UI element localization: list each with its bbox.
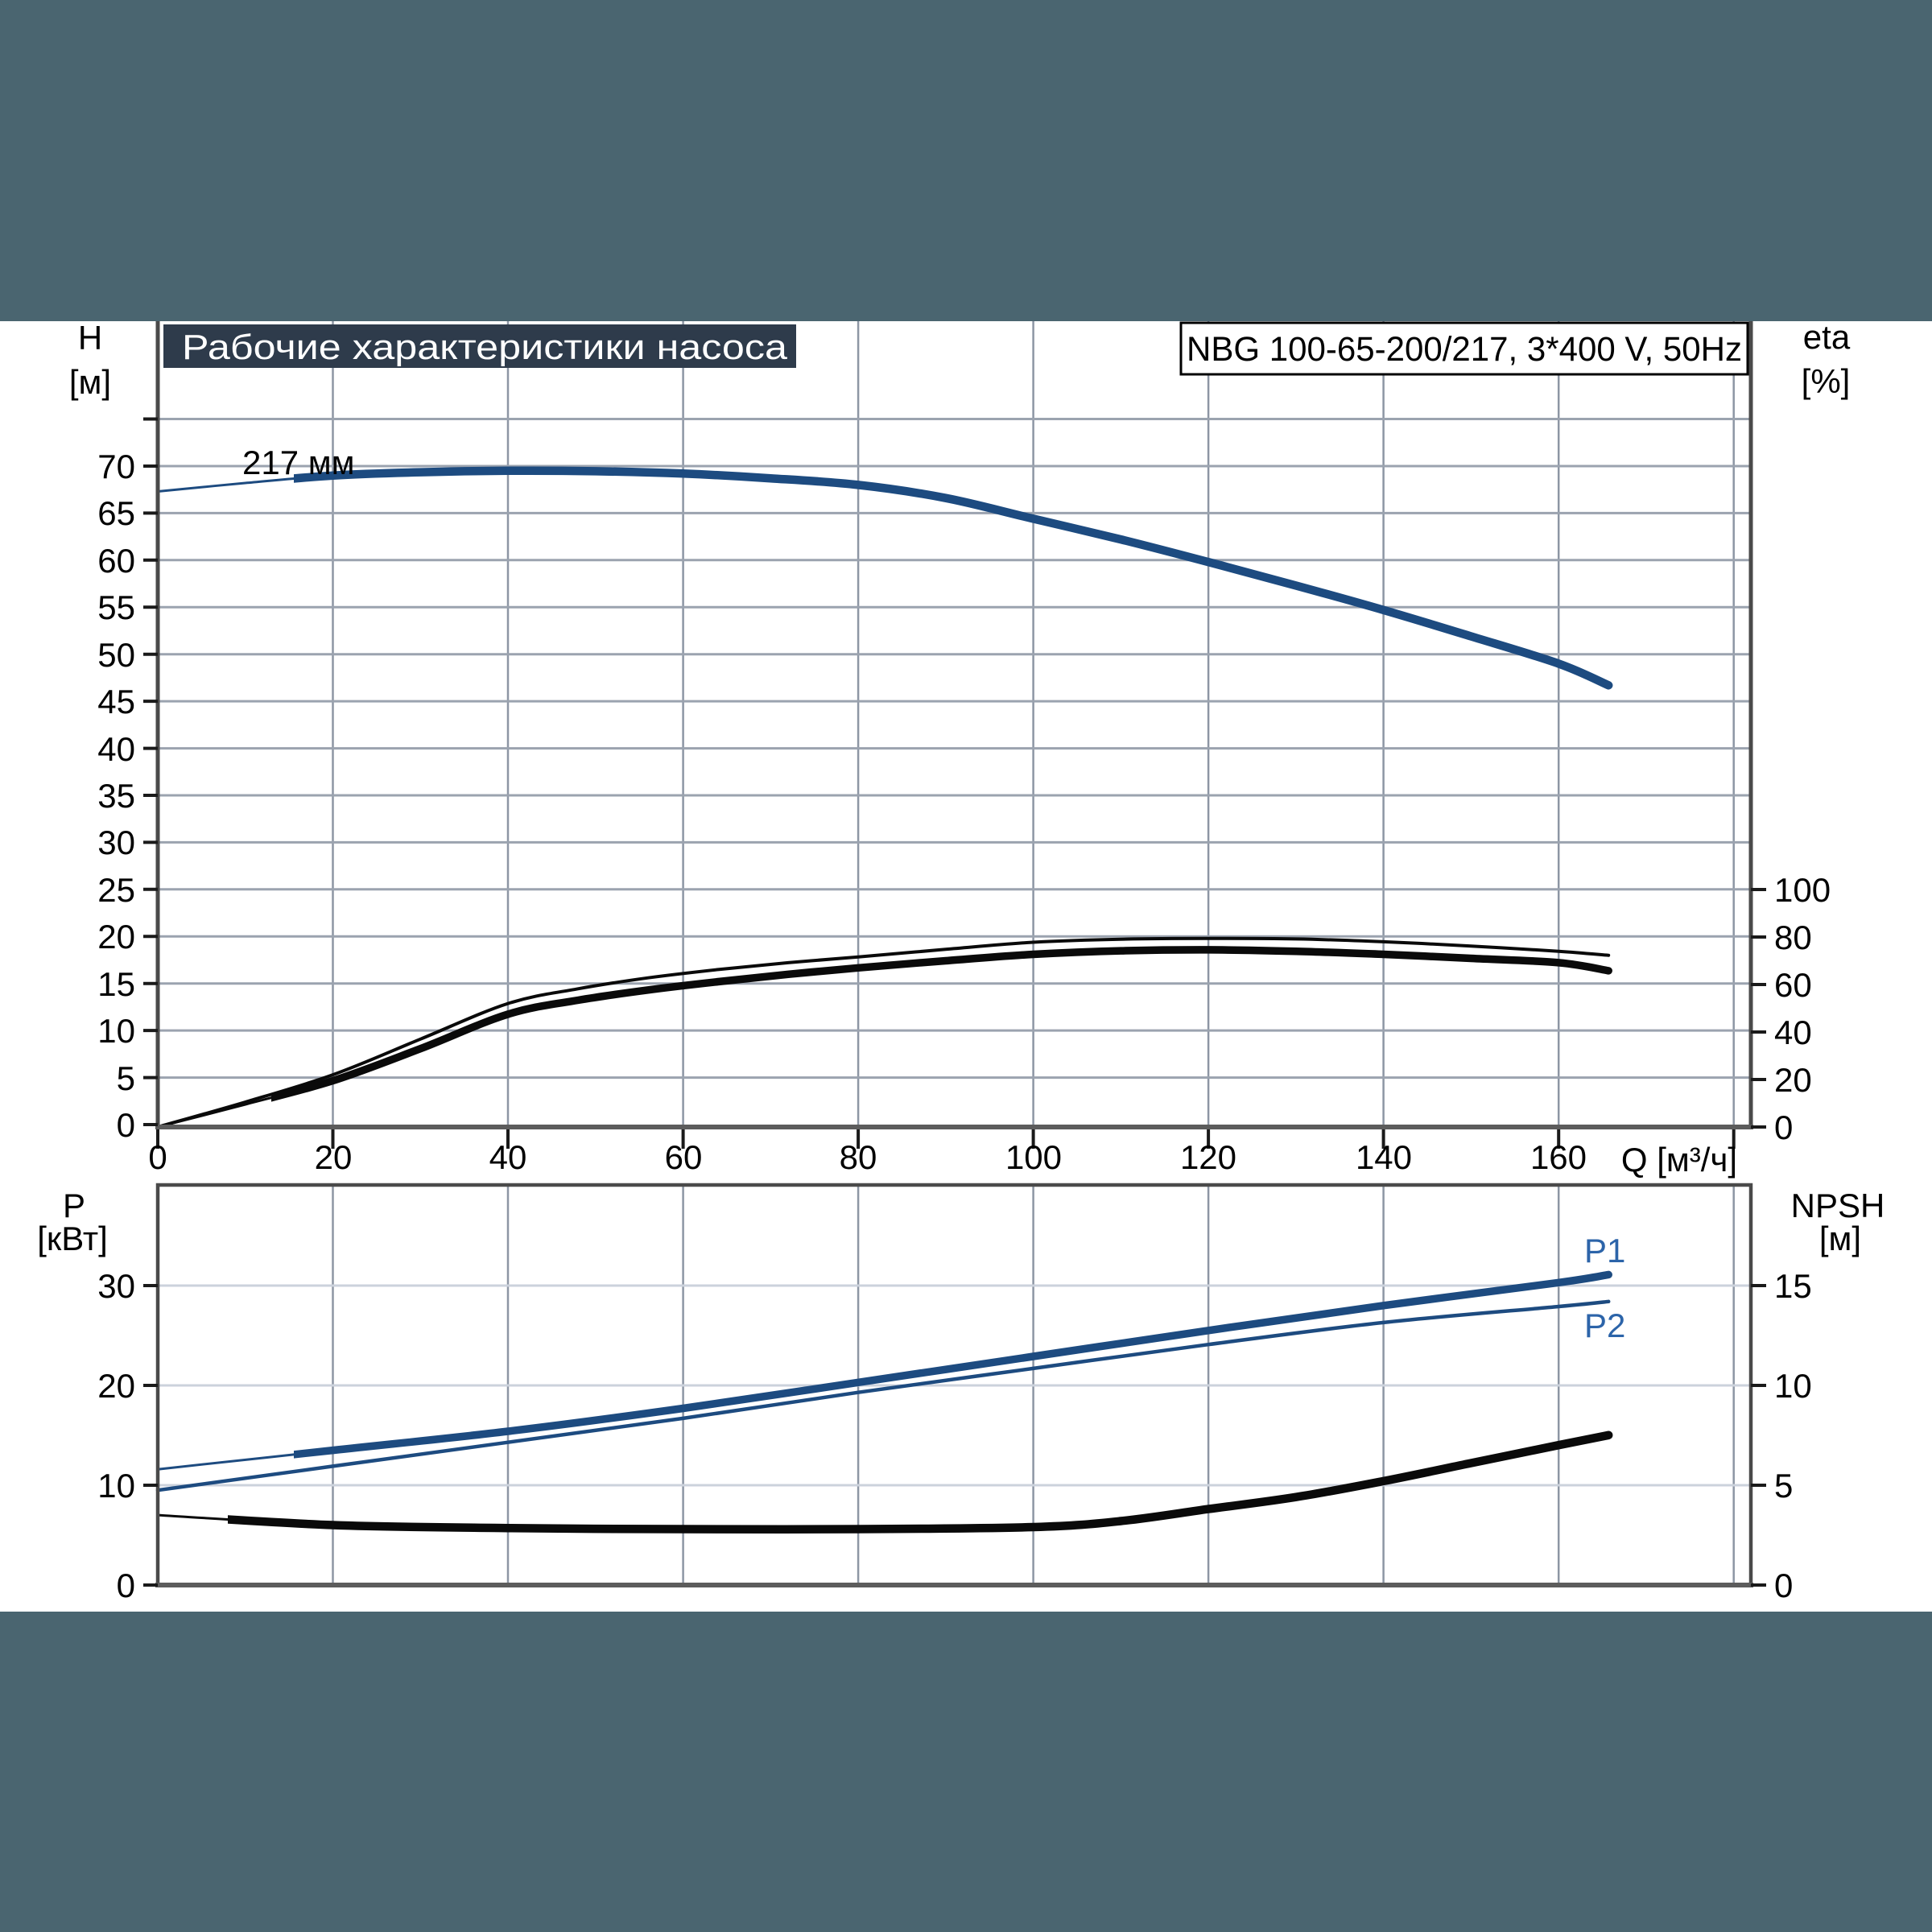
svg-text:NPSH: NPSH (1791, 1187, 1885, 1224)
svg-text:30: 30 (97, 1267, 135, 1305)
svg-text:10: 10 (97, 1467, 135, 1505)
svg-text:H: H (78, 319, 102, 357)
svg-text:Q [м³/ч]: Q [м³/ч] (1621, 1141, 1737, 1179)
svg-text:20: 20 (97, 1367, 135, 1405)
svg-text:60: 60 (665, 1138, 703, 1176)
svg-text:[м]: [м] (69, 363, 111, 401)
svg-text:NBG 100-65-200/217, 3*400 V, 5: NBG 100-65-200/217, 3*400 V, 50Hz (1187, 330, 1742, 369)
svg-text:35: 35 (97, 777, 135, 815)
svg-text:100: 100 (1005, 1138, 1062, 1176)
svg-text:40: 40 (1774, 1013, 1812, 1051)
svg-text:15: 15 (1774, 1267, 1812, 1305)
svg-text:160: 160 (1530, 1138, 1587, 1176)
svg-text:20: 20 (315, 1138, 353, 1176)
svg-text:0: 0 (1774, 1108, 1793, 1146)
svg-text:217 мм: 217 мм (242, 444, 355, 481)
svg-text:P: P (63, 1187, 85, 1224)
svg-text:140: 140 (1356, 1138, 1412, 1176)
svg-text:[кВт]: [кВт] (37, 1220, 108, 1257)
svg-text:45: 45 (97, 683, 135, 720)
svg-text:120: 120 (1180, 1138, 1236, 1176)
svg-text:60: 60 (97, 542, 135, 580)
svg-text:10: 10 (97, 1012, 135, 1050)
svg-text:20: 20 (97, 918, 135, 956)
svg-text:80: 80 (840, 1138, 877, 1176)
svg-text:5: 5 (117, 1059, 135, 1097)
svg-text:40: 40 (489, 1138, 527, 1176)
svg-text:0: 0 (1774, 1567, 1793, 1604)
svg-text:15: 15 (97, 965, 135, 1003)
svg-text:5: 5 (1774, 1467, 1793, 1505)
svg-text:P1: P1 (1584, 1232, 1625, 1269)
svg-text:eta: eta (1803, 318, 1851, 356)
svg-text:10: 10 (1774, 1367, 1812, 1405)
svg-text:50: 50 (97, 636, 135, 674)
svg-text:0: 0 (117, 1567, 135, 1604)
svg-text:60: 60 (1774, 966, 1812, 1004)
svg-text:20: 20 (1774, 1061, 1812, 1099)
svg-text:30: 30 (97, 824, 135, 861)
svg-text:70: 70 (97, 448, 135, 485)
svg-text:40: 40 (97, 730, 135, 768)
svg-text:P2: P2 (1584, 1307, 1625, 1344)
svg-text:80: 80 (1774, 919, 1812, 956)
svg-text:100: 100 (1774, 871, 1831, 909)
svg-text:[%]: [%] (1802, 362, 1851, 400)
svg-text:55: 55 (97, 588, 135, 626)
svg-text:65: 65 (97, 494, 135, 532)
svg-text:0: 0 (117, 1106, 135, 1144)
svg-text:25: 25 (97, 871, 135, 909)
svg-text:Рабочие характеристики насоса: Рабочие характеристики насоса (182, 328, 788, 367)
svg-text:[м]: [м] (1819, 1220, 1861, 1257)
svg-text:0: 0 (148, 1138, 167, 1176)
